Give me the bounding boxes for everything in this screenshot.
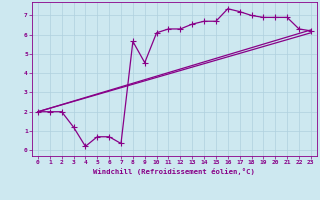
X-axis label: Windchill (Refroidissement éolien,°C): Windchill (Refroidissement éolien,°C) — [93, 168, 255, 175]
